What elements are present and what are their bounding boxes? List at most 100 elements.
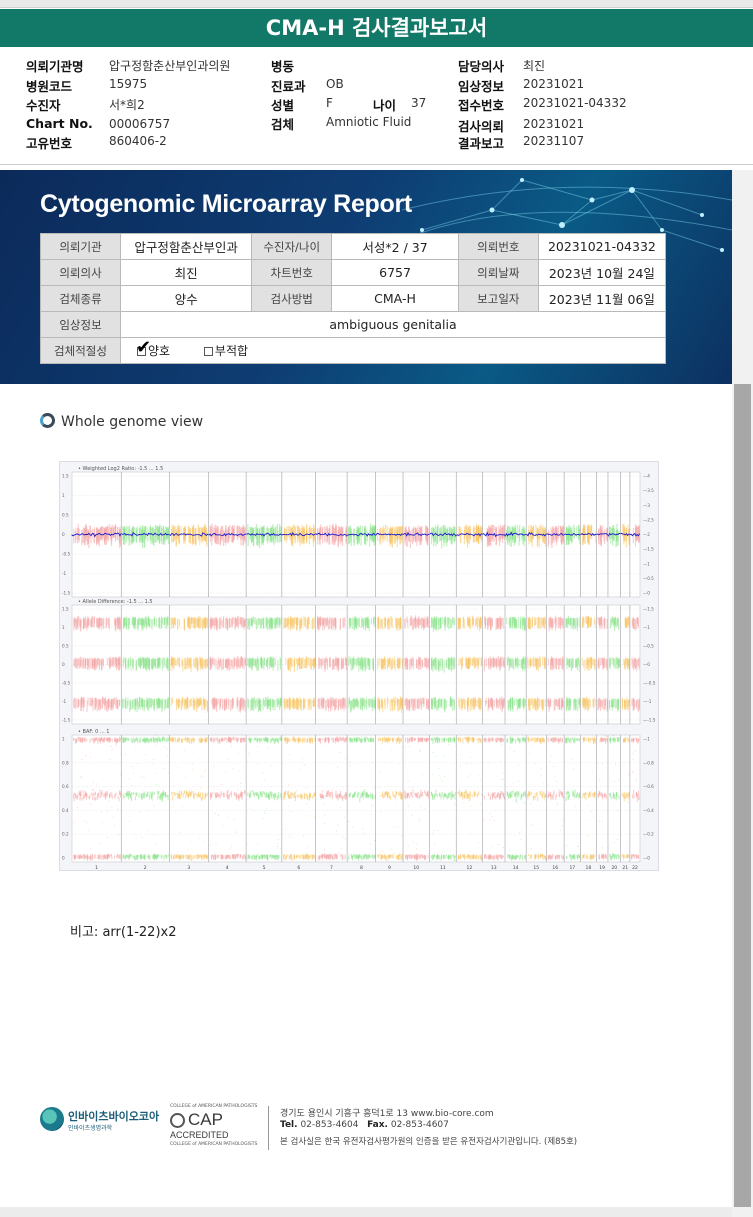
chromosome-label: 19 — [599, 865, 605, 871]
right-tick-label: —1.5 — [643, 547, 654, 552]
chromosome-label: 11 — [440, 865, 446, 871]
chromosome-19-points — [597, 616, 608, 712]
fitness-bad-checkbox — [203, 347, 213, 356]
sex-value: F — [326, 96, 333, 110]
chromosome-label: 1 — [95, 865, 98, 871]
chromosome-label: 18 — [586, 865, 592, 871]
sex-label: 성별 — [271, 98, 295, 113]
left-tick-label: 0 — [62, 532, 65, 537]
window-top-strip — [0, 0, 753, 8]
left-tick-label: -1.5 — [62, 591, 71, 596]
chromosome-4-points — [209, 615, 247, 713]
panel-title: • Weighted Log2 Ratio: -1.5 ... 1.5 — [78, 466, 163, 472]
network-decoration-icon — [402, 178, 732, 252]
fax-label: Fax. — [367, 1120, 388, 1130]
right-tick-label: —0 — [643, 662, 650, 667]
right-tick-label: —0 — [643, 856, 650, 861]
receipt-value: 20231021-04332 — [523, 96, 627, 110]
chromosome-6-points — [283, 615, 316, 711]
chromosome-20-points — [609, 523, 619, 548]
chromosome-label: 2 — [144, 865, 147, 871]
section-bullet-icon — [40, 413, 55, 428]
left-tick-label: 1.5 — [62, 474, 69, 479]
chromosome-3-points — [170, 615, 209, 713]
company-logo-icon — [40, 1107, 64, 1131]
chromosome-1-points — [73, 736, 122, 861]
chromosome-11-points — [430, 736, 457, 861]
ward-label: 병동 — [271, 59, 295, 74]
right-tick-label: —0.6 — [643, 784, 654, 789]
vertical-scrollbar-thumb[interactable] — [734, 384, 751, 1207]
chromosome-15-points — [527, 616, 547, 712]
chromosome-15-points — [527, 736, 547, 862]
chart-no-value: 00006757 — [109, 117, 171, 131]
chromosome-17-points — [565, 736, 581, 861]
chromosome-7-points — [316, 615, 348, 712]
chromosome-label: 21 — [622, 865, 628, 871]
chromosome-label: 3 — [187, 865, 190, 871]
chromosome-16-points — [547, 525, 564, 548]
specimen-fitness-header: 검체적절성 — [40, 337, 121, 364]
chromosome-6-points — [283, 736, 316, 861]
right-tick-label: —0.8 — [643, 760, 654, 765]
chromosome-label: 4 — [226, 865, 229, 871]
chromosome-3-points — [170, 736, 209, 861]
chromosome-7-points — [317, 736, 348, 861]
chromosome-10-points — [404, 615, 430, 712]
summary-value-cell: 양수 — [119, 285, 253, 312]
left-tick-label: -1 — [62, 699, 67, 704]
chromosome-22-points — [631, 616, 640, 713]
chromosome-label: 13 — [491, 865, 497, 871]
checkmark-icon: ✔ — [135, 337, 152, 358]
summary-header-cell: 보고일자 — [457, 285, 539, 312]
summary-header-cell: 검체종류 — [40, 285, 121, 312]
company-contact: Tel. 02-853-4604 Fax. 02-853-4607 — [280, 1120, 449, 1130]
right-tick-label: —3 — [643, 503, 650, 508]
company-name: 인바이츠바이오코아 — [68, 1110, 160, 1123]
chromosome-1-points — [73, 615, 121, 713]
left-tick-label: 0 — [62, 662, 65, 667]
chromosome-11-points — [430, 615, 456, 713]
chromosome-18-points — [581, 615, 597, 711]
chromosome-12-points — [457, 615, 483, 712]
whole-genome-view-heading: Whole genome view — [40, 413, 203, 430]
chromosome-22-points — [631, 737, 640, 860]
chromosome-label: 20 — [611, 865, 617, 871]
recipient-label: 수진자 — [26, 98, 61, 113]
fitness-good-option: ✔ 양호 — [136, 337, 170, 359]
chromosome-16-points — [547, 615, 564, 712]
chromosome-4-points — [209, 736, 246, 861]
chromosome-14-points — [506, 616, 527, 712]
specimen-fitness-cell: ✔ 양호 부적합 — [119, 337, 667, 364]
summary-value-cell: 압구정함춘산부인과 — [119, 233, 253, 260]
whole-genome-view-title: Whole genome view — [61, 414, 204, 430]
clinical-info-header: 임상정보 — [40, 311, 121, 338]
dept-label: 진료과 — [271, 79, 306, 94]
cma-report-banner: Cytogenomic Microarray Report 의뢰기관 압구정함춘산… — [0, 170, 732, 384]
specimen-value: Amniotic Fluid — [326, 115, 412, 129]
right-tick-label: —1 — [643, 625, 650, 630]
tel-label: Tel. — [280, 1120, 298, 1130]
fitness-good-checkbox: ✔ — [136, 337, 151, 358]
chromosome-19-points — [597, 735, 608, 860]
dept-value: OB — [326, 77, 344, 91]
right-tick-label: —0.4 — [643, 808, 654, 813]
doctor-value: 최진 — [523, 59, 546, 73]
left-tick-label: 1 — [62, 625, 65, 630]
right-tick-label: —2 — [643, 532, 650, 537]
panel-title: • BAF: 0 ... 1 — [78, 729, 109, 735]
right-tick-label: —-0.5 — [643, 681, 656, 686]
left-tick-label: 0 — [62, 856, 65, 861]
left-tick-label: -0.5 — [62, 681, 71, 686]
chromosome-label: 16 — [552, 865, 558, 871]
chromosome-9-points — [377, 616, 403, 714]
right-tick-label: —0 — [643, 591, 650, 596]
specimen-label: 검체 — [271, 117, 295, 132]
chromosome-14-points — [506, 736, 527, 861]
left-tick-label: 1 — [62, 493, 65, 498]
summary-header-cell: 검사방법 — [251, 285, 333, 312]
plot-panel-2: • Allele Difference: -1.5 ... 1.5 1.5 1 0.5… — [62, 599, 656, 725]
summary-row: 의뢰기관 압구정함춘산부인과 수진자/나이 서성*2 / 37 의뢰번호 20231021… — [40, 233, 667, 260]
chromosome-20-points — [609, 735, 620, 861]
footer-divider — [268, 1106, 269, 1150]
